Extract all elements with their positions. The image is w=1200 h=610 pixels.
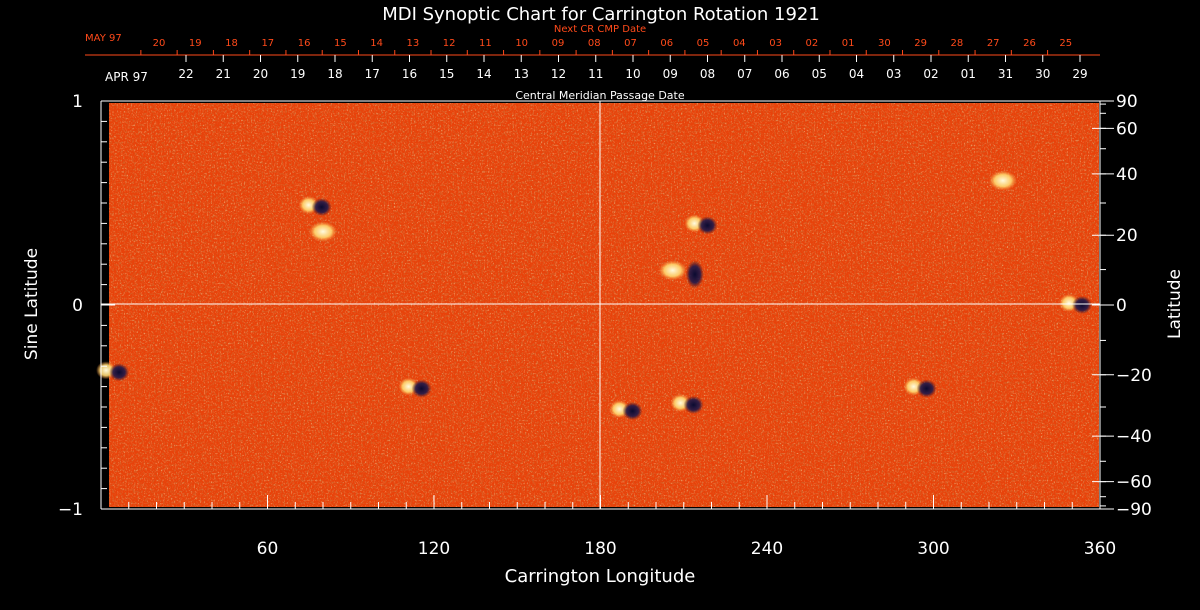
- cmp-date-label: 22: [178, 67, 193, 81]
- cmp-date-label: 20: [253, 67, 268, 81]
- next-cr-date-label: 05: [697, 38, 710, 49]
- cmp-date-label: 07: [737, 67, 752, 81]
- x-tick-label: 60: [257, 539, 279, 559]
- next-cr-date-label: 13: [407, 38, 420, 49]
- cmp-date-label: 12: [551, 67, 566, 81]
- active-regions: [96, 170, 1093, 421]
- cmp-date-label: 13: [514, 67, 529, 81]
- next-cr-date-label: 15: [334, 38, 347, 49]
- cmp-date-label: 08: [700, 67, 715, 81]
- y-right-tick-label: 40: [1116, 165, 1138, 185]
- cmp-date-label: 15: [439, 67, 454, 81]
- next-cr-date-label: 08: [588, 38, 601, 49]
- y-axis-title-right: Latitude: [1165, 269, 1185, 339]
- next-cr-date-label: 16: [298, 38, 311, 49]
- active-region-positive: [658, 260, 687, 281]
- next-cr-date-label: 14: [370, 38, 383, 49]
- map-texture: [109, 103, 1099, 507]
- active-region-negative-part: [1072, 295, 1093, 314]
- axes: 60 120 180 240 300 36010−1906040200−20−40−60−…: [58, 38, 1152, 559]
- next-cr-date-label: 09: [552, 38, 565, 49]
- cmp-date-label: 05: [812, 67, 827, 81]
- next-cr-date-label: 20: [153, 38, 166, 49]
- x-tick-label: 240: [751, 539, 783, 559]
- next-cr-date-label: 10: [515, 38, 528, 49]
- cmp-date-label: 14: [476, 67, 491, 81]
- y-right-tick-label: −40: [1116, 427, 1152, 447]
- active-region-negative-part: [683, 395, 704, 414]
- y-right-tick-label: 0: [1116, 296, 1127, 316]
- y-right-tick-label: 90: [1116, 92, 1138, 112]
- magnetogram-map: [96, 103, 1099, 507]
- cmp-date-label: 17: [365, 67, 380, 81]
- cmp-date-label: 21: [216, 67, 231, 81]
- cmp-date-label: 11: [588, 67, 603, 81]
- next-cr-date-label: 12: [443, 38, 456, 49]
- next-cr-month-label: MAY 97: [85, 33, 122, 44]
- cmp-date-label: 16: [402, 67, 417, 81]
- cmp-date-label: 19: [290, 67, 305, 81]
- x-tick-label: 300: [917, 539, 949, 559]
- next-cr-date-label: 29: [914, 38, 927, 49]
- y-right-tick-label: −90: [1116, 500, 1152, 520]
- next-cr-date-label: 02: [805, 38, 818, 49]
- cmp-date-label: 18: [327, 67, 342, 81]
- x-axis-title: Carrington Longitude: [505, 566, 696, 587]
- cmp-date-label: 09: [663, 67, 678, 81]
- active-region-negative-part: [109, 363, 130, 382]
- active-region-negative-part: [411, 379, 432, 398]
- next-cr-cmp-title: Next CR CMP Date: [554, 24, 646, 35]
- next-cr-date-label: 25: [1059, 38, 1072, 49]
- next-cr-date-label: 28: [951, 38, 964, 49]
- cmp-date-label: 30: [1035, 67, 1050, 81]
- active-region-positive: [309, 221, 337, 242]
- next-cr-date-label: 01: [842, 38, 855, 49]
- next-cr-date-label: 19: [189, 38, 202, 49]
- next-cr-date-label: 27: [987, 38, 1000, 49]
- cmp-date-label: 29: [1072, 67, 1087, 81]
- y-left-tick-label: 0: [72, 296, 83, 316]
- y-axis-title-left: Sine Latitude: [22, 248, 42, 360]
- y-left-tick-label: −1: [58, 500, 83, 520]
- cmp-date-label: 03: [886, 67, 901, 81]
- next-cr-date-label: 18: [225, 38, 238, 49]
- active-region-negative-part: [311, 198, 332, 217]
- active-region-negative-part: [622, 402, 643, 421]
- x-tick-label: 120: [418, 539, 450, 559]
- active-region-positive: [988, 170, 1017, 191]
- active-region-negative-part: [697, 216, 718, 235]
- chart-title: MDI Synoptic Chart for Carrington Rotati…: [382, 4, 820, 25]
- next-cr-date-label: 11: [479, 38, 492, 49]
- cmp-date-label: 01: [961, 67, 976, 81]
- cmp-date-label: 02: [923, 67, 938, 81]
- y-right-tick-label: −20: [1116, 366, 1152, 386]
- active-region-negative-part: [916, 379, 937, 398]
- next-cr-date-label: 17: [261, 38, 274, 49]
- x-tick-label: 180: [584, 539, 616, 559]
- cmp-date-label: 06: [774, 67, 789, 81]
- next-cr-date-label: 07: [624, 38, 637, 49]
- next-cr-date-label: 30: [878, 38, 891, 49]
- cmp-month-label: APR 97: [105, 70, 148, 84]
- next-cr-date-label: 06: [660, 38, 673, 49]
- y-left-tick-label: 1: [72, 92, 83, 112]
- cmp-date-label: 10: [625, 67, 640, 81]
- x-tick-label: 360: [1084, 539, 1116, 559]
- next-cr-date-label: 26: [1023, 38, 1036, 49]
- cmp-date-label: 31: [998, 67, 1013, 81]
- cmp-title: Central Meridian Passage Date: [515, 89, 684, 102]
- next-cr-date-label: 03: [769, 38, 782, 49]
- y-right-tick-label: 20: [1116, 226, 1138, 246]
- y-right-tick-label: 60: [1116, 119, 1138, 139]
- y-right-tick-label: −60: [1116, 473, 1152, 493]
- active-region-negative: [685, 260, 704, 289]
- next-cr-date-label: 04: [733, 38, 746, 49]
- cmp-date-label: 04: [849, 67, 864, 81]
